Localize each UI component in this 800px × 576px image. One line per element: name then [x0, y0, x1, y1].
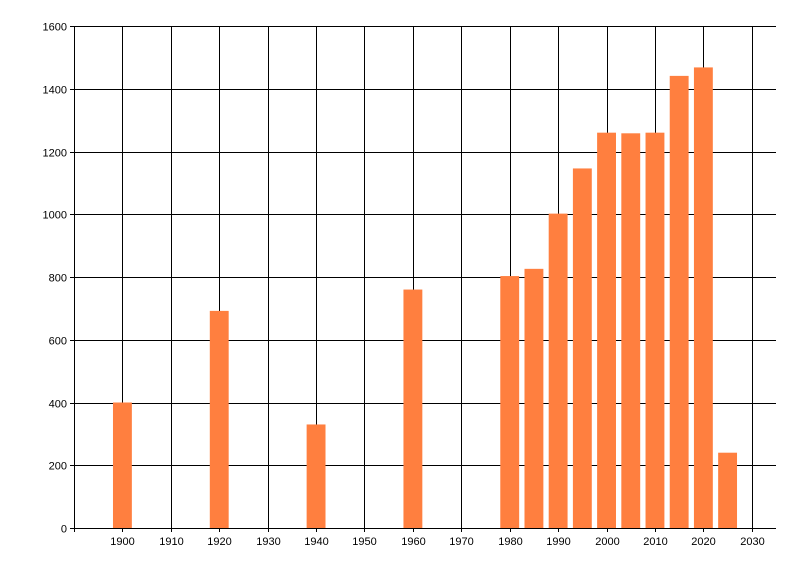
bar	[572, 168, 592, 528]
x-tick-label: 1970	[449, 536, 473, 548]
x-tick-label: 1900	[110, 536, 134, 548]
y-tick-label: 1000	[43, 210, 67, 222]
bar	[403, 289, 423, 528]
bar	[524, 268, 544, 528]
bar	[306, 424, 326, 528]
bar	[112, 402, 132, 528]
y-tick-label: 1200	[43, 148, 67, 160]
y-tick-label: 400	[49, 399, 67, 411]
bar	[645, 132, 665, 529]
x-tick-label: 1910	[159, 536, 183, 548]
x-tick-label: 1940	[304, 536, 328, 548]
bar	[597, 132, 616, 529]
y-tick-label: 0	[61, 524, 67, 536]
x-tick-label: 1950	[352, 536, 376, 548]
x-tick-label: 1960	[401, 536, 425, 548]
bar	[693, 67, 713, 528]
y-tick-label: 800	[49, 273, 67, 285]
x-tick-label: 1920	[207, 536, 231, 548]
x-tick-label: 2020	[691, 536, 715, 548]
x-tick-label: 2010	[643, 536, 667, 548]
y-tick-label: 1400	[43, 85, 67, 97]
x-tick-label: 1990	[546, 536, 570, 548]
bar	[500, 276, 520, 528]
bar	[548, 213, 568, 528]
bar	[209, 310, 229, 528]
y-tick-label: 600	[49, 336, 67, 348]
x-tick-label: 2000	[595, 536, 619, 548]
y-tick-label: 200	[49, 461, 67, 473]
x-tick-label: 1980	[498, 536, 522, 548]
bar	[669, 75, 689, 528]
bars	[112, 67, 738, 529]
tick-labels: 0 200 400 600 800 1000 1200 1400 1600 1900 1910 192…	[43, 22, 765, 549]
x-tick-label: 2030	[740, 536, 764, 548]
x-tick-label: 1930	[256, 536, 280, 548]
bar	[621, 133, 641, 529]
bar	[718, 452, 738, 528]
y-tick-label: 1600	[43, 22, 67, 34]
axes	[70, 26, 776, 532]
